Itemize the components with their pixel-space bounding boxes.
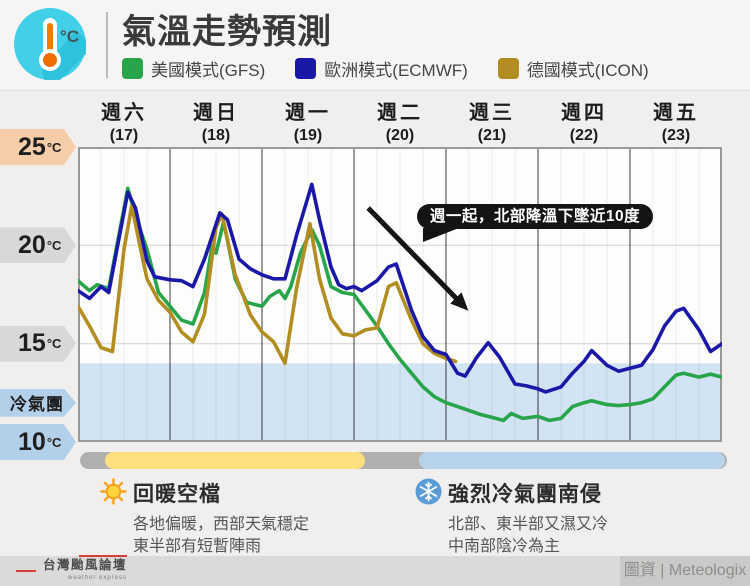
y-axis-tag: 15 °C [0,325,76,362]
day-name: 週二 [377,102,423,124]
timeline-segment-cold [419,452,726,469]
page-title: 氣溫走勢預測 [122,13,332,51]
header-divider [106,12,108,78]
cold-air-region [79,363,721,441]
note-line: 各地偏暖，西部天氣穩定 [133,516,310,533]
y-tick-unit: °C [46,139,62,155]
legend-item: 歐洲模式(ECMWF) [295,56,468,81]
y-axis-tag: 25 °C [0,129,76,165]
day-name: 週日 [193,102,239,124]
day-date: (19) [293,127,323,144]
x-axis-day-label: 週二 (20) [354,96,446,145]
footer: 台灣颱風論壇 weather express 圖資 | Meteologix [0,554,750,586]
y-tick-value: 10 [18,427,46,456]
legend-swatch [295,58,317,79]
x-axis-day-label: 週日 (18) [170,96,262,145]
day-name: 週一 [285,102,331,124]
plot-svg [78,147,722,442]
taiwan-typhoon-forum-logo: 台灣颱風論壇 weather express [16,554,128,586]
note-title: 回暖空檔 [133,483,221,506]
y-tick-value: 25 [18,132,46,161]
timeline-bar [80,452,727,469]
legend-swatch [122,58,143,79]
x-axis-day-label: 週三 (21) [446,96,538,145]
y-tick-unit: °C [46,237,62,253]
x-axis-day-label: 週一 (19) [262,96,354,145]
svg-text:°C: °C [60,27,79,46]
legend-label: 德國模式(ICON) [526,61,649,80]
y-axis-tag: 20 °C [0,227,76,264]
note-body: 各地偏暖，西部天氣穩定 東半部有短暫陣雨 [133,514,309,558]
day-name: 週四 [561,102,607,124]
note-body: 北部、東半部又濕又冷 中南部陰冷為主 [448,514,608,558]
day-date: (21) [477,127,507,144]
legend-item: 美國模式(GFS) [122,56,265,81]
note-cold-period: 強烈冷氣團南侵 北部、東半部又濕又冷 中南部陰冷為主 [415,478,608,558]
y-tick-value: 冷氣團 [10,395,64,415]
day-date: (18) [201,127,231,144]
sun-icon [100,478,127,505]
plot-border [78,147,722,442]
note-title: 強烈冷氣團南侵 [448,483,602,506]
day-date: (20) [385,127,415,144]
note-warm-period: 回暖空檔 各地偏暖，西部天氣穩定 東半部有短暫陣雨 [100,478,309,558]
annotation-arrow [366,206,469,311]
day-date: (23) [661,127,691,144]
y-tick-value: 20 [18,230,46,259]
thermometer-celsius-icon: °C [14,8,86,80]
timeline-segment-warm [104,452,366,469]
y-tick-unit: °C [46,434,62,450]
logo-text: 台灣颱風論壇 weather express [43,554,128,584]
legend-item: 德國模式(ICON) [497,56,649,81]
legend-swatch [497,58,519,79]
note-line: 北部、東半部又濕又冷 [448,516,609,533]
logo-title: 台灣颱風論壇 [43,557,128,572]
header: °C 氣溫走勢預測 美國模式(GFS) 歐洲模式(ECMWF) 德國模式(ICON) [0,0,750,91]
y-tick-unit: °C [46,336,62,352]
y-tick-value: 15 [18,329,46,358]
y-axis-tag: 10 °C [0,424,76,460]
series-line-gfs [78,186,722,423]
day-name: 週五 [653,102,699,124]
note-line: 東半部有短暫陣雨 [133,538,262,555]
x-axis-day-label: 週五 (23) [630,96,722,145]
note-line: 中南部陰冷為主 [448,538,561,555]
credit-text: 圖資 | Meteologix [623,562,747,579]
legend: 美國模式(GFS) 歐洲模式(ECMWF) 德國模式(ICON) [122,56,649,81]
series-line-ecmwf [78,182,722,394]
x-axis-day-label: 週六 (17) [78,96,170,145]
legend-label: 美國模式(GFS) [151,61,266,80]
credit-box: 圖資 | Meteologix [620,556,750,586]
x-axis-day-label: 週四 (22) [538,96,630,145]
snowflake-icon [415,478,442,505]
day-name: 週六 [101,102,147,124]
y-axis-tag: 冷氣團 [0,388,76,417]
logo-subtitle: weather express [67,574,128,581]
day-date: (22) [569,127,599,144]
day-date: (17) [109,127,139,144]
logo-red-dash [16,570,36,572]
series-line-icon [78,204,458,366]
annotation-callout: 週一起，北部降溫下墜近10度 [416,204,654,243]
legend-label: 歐洲模式(ECMWF) [324,61,468,80]
day-name: 週三 [469,102,515,124]
